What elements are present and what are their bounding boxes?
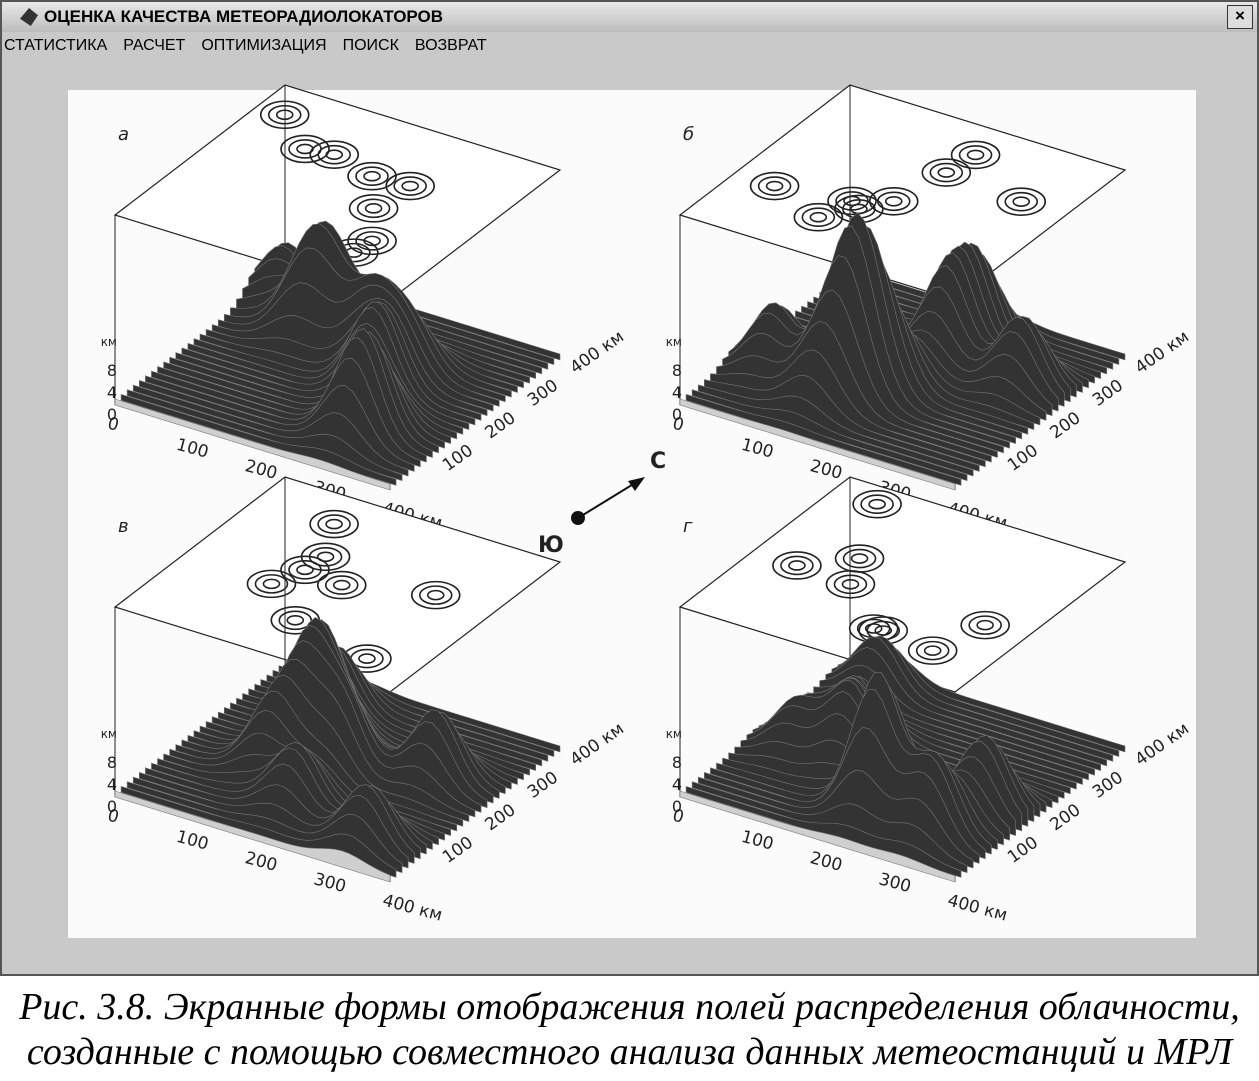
z-tick-label: 8 [107, 753, 117, 772]
caption: Рис. 3.8. Экранные формы отображения пол… [0, 985, 1259, 1075]
z-tick-label: 4 [107, 775, 117, 794]
caption-line: Рис. 3.8. Экранные формы отображения пол… [0, 985, 1259, 1030]
z-tick-label: 0 [672, 797, 682, 816]
caption-line: созданные с помощью совместного анализа … [0, 1030, 1259, 1075]
z-tick-label: 8 [107, 361, 117, 380]
panel-label: б [683, 124, 694, 145]
z-tick-label: км [101, 335, 117, 349]
page: ОЦЕНКА КАЧЕСТВА МЕТЕОРАДИОЛОКАТОРОВ × СТ… [0, 0, 1259, 1081]
z-tick-label: 0 [107, 405, 117, 424]
z-tick-label: 4 [107, 383, 117, 402]
z-tick-label: км [666, 727, 682, 741]
compass-north: С [650, 449, 666, 474]
z-tick-label: 4 [672, 775, 682, 794]
panel-label: в [118, 516, 129, 537]
z-tick-label: 4 [672, 383, 682, 402]
compass-south: Ю [538, 533, 564, 558]
z-tick-label: 0 [672, 405, 682, 424]
z-tick-label: 8 [672, 753, 682, 772]
z-tick-label: 0 [107, 797, 117, 816]
panel-label: а [118, 124, 129, 145]
z-tick-label: км [666, 335, 682, 349]
z-tick-label: км [101, 727, 117, 741]
z-tick-label: 8 [672, 361, 682, 380]
panel-label: г [683, 516, 693, 537]
